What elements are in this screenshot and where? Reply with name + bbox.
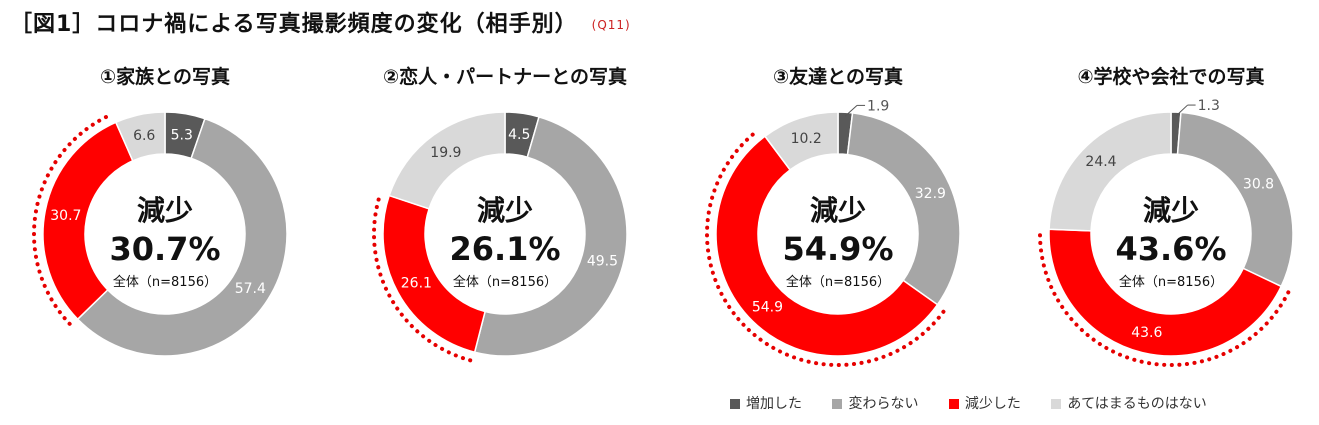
chart-title: ④学校や会社での写真 bbox=[1077, 66, 1265, 88]
legend-label: 減少した bbox=[964, 396, 1021, 412]
question-code: (Q11) bbox=[591, 18, 631, 32]
legend-label: あてはまるものはない bbox=[1067, 396, 1207, 412]
legend-swatch bbox=[730, 399, 740, 409]
leader-line bbox=[844, 105, 858, 117]
slice-not-applicable bbox=[114, 111, 166, 162]
slice-not-applicable bbox=[763, 111, 839, 171]
center-base: 全体（n=8156） bbox=[113, 274, 217, 290]
slice-value-label: 6.6 bbox=[133, 128, 155, 144]
slice-value-label: 54.9 bbox=[752, 299, 783, 315]
legend-item-not-applicable: あてはまるものはない bbox=[1051, 393, 1207, 413]
slice-value-label: 5.3 bbox=[171, 127, 193, 143]
slice-value-label: 10.2 bbox=[791, 131, 822, 147]
slice-value-label: 1.9 bbox=[867, 98, 889, 114]
legend-swatch bbox=[1051, 399, 1062, 409]
center-base: 全体（n=8156） bbox=[1119, 274, 1223, 290]
slice-value-label: 30.8 bbox=[1243, 177, 1274, 193]
chart-title: ③友達との写真 bbox=[773, 66, 903, 88]
legend-label: 変わらない bbox=[848, 396, 919, 412]
slice-decrease bbox=[1048, 228, 1283, 357]
decrease-dotted-arc bbox=[705, 128, 946, 367]
slice-value-label: 49.5 bbox=[587, 254, 618, 270]
donut-chart-partner: ②恋人・パートナーとの写真 4.5 49.5 26.1 19.9 減少 26.1% 全体（n… bbox=[355, 62, 655, 382]
leader-line bbox=[1175, 104, 1188, 117]
center-label: 減少 bbox=[137, 194, 193, 227]
center-value: 30.7% bbox=[109, 230, 220, 268]
slice-value-label: 24.4 bbox=[1085, 154, 1116, 170]
decrease-dotted-arc bbox=[32, 113, 113, 326]
slice-value-label: 4.5 bbox=[508, 127, 530, 143]
slice-no-change bbox=[846, 112, 961, 306]
center-value: 54.9% bbox=[782, 230, 893, 268]
slice-value-label: 26.1 bbox=[401, 275, 432, 291]
center-base: 全体（n=8156） bbox=[786, 274, 890, 290]
slice-not-applicable bbox=[388, 111, 506, 210]
center-label: 減少 bbox=[1143, 194, 1199, 227]
donut-chart-family: ①家族との写真 5.3 57.4 30.7 6.6 減少 30.7% 全体（n=8156） bbox=[15, 62, 315, 382]
decrease-dotted-arc bbox=[372, 192, 473, 363]
center-value: 26.1% bbox=[449, 230, 560, 268]
slice-decrease bbox=[382, 194, 487, 354]
legend-item-no-change: 変わらない bbox=[832, 393, 918, 413]
slice-no-change bbox=[1176, 111, 1294, 288]
center-base: 全体（n=8156） bbox=[453, 274, 557, 290]
figure-title-text: ［図1］コロナ禍による写真撮影頻度の変化（相手別） bbox=[10, 12, 578, 37]
legend-item-decrease: 減少した bbox=[948, 393, 1021, 413]
slice-value-label: 19.9 bbox=[430, 145, 461, 161]
donut-chart-friends: ③友達との写真 1.9 32.9 54.9 10.2 減少 54.9% 全体（n=8156） bbox=[688, 62, 988, 382]
figure-title: ［図1］コロナ禍による写真撮影頻度の変化（相手別） (Q11) bbox=[10, 6, 631, 38]
legend-item-increase: 増加した bbox=[730, 393, 802, 413]
slice-decrease bbox=[715, 135, 939, 357]
decrease-dotted-arc bbox=[1038, 229, 1291, 367]
slice-value-label: 30.7 bbox=[50, 208, 81, 224]
chart-title: ①家族との写真 bbox=[100, 66, 230, 88]
center-label: 減少 bbox=[477, 194, 533, 227]
center-value: 43.6% bbox=[1115, 230, 1226, 268]
legend-swatch bbox=[832, 399, 843, 409]
slice-no-change bbox=[473, 115, 628, 357]
legend-swatch bbox=[948, 399, 959, 409]
slice-value-label: 57.4 bbox=[235, 281, 266, 297]
center-label: 減少 bbox=[810, 194, 866, 227]
legend-label: 増加した bbox=[746, 396, 802, 412]
chart-title: ②恋人・パートナーとの写真 bbox=[383, 66, 627, 88]
slice-value-label: 43.6 bbox=[1131, 325, 1162, 341]
slice-decrease bbox=[42, 121, 134, 321]
slice-value-label: 32.9 bbox=[915, 186, 946, 202]
legend: 増加した 変わらない 減少した あてはまるものはない bbox=[730, 393, 1233, 413]
slice-value-label: 1.3 bbox=[1198, 98, 1220, 114]
slice-not-applicable bbox=[1048, 111, 1172, 232]
donut-chart-school-work: ④学校や会社での写真 1.3 30.8 43.6 24.4 減少 43.6% 全体（n=81… bbox=[1021, 62, 1319, 382]
slice-no-change bbox=[76, 117, 288, 357]
